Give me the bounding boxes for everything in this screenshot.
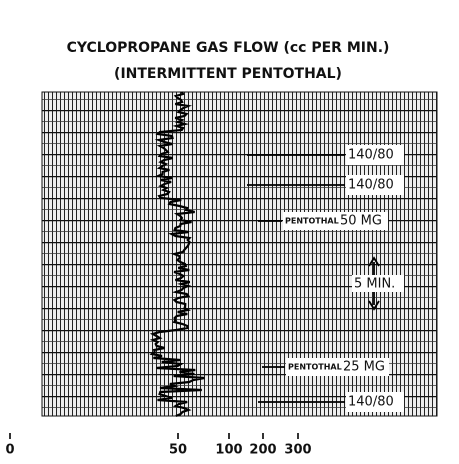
drug-label: PENTOTHAL	[288, 363, 342, 372]
x-tick-label: 0	[5, 443, 14, 458]
flow-trace	[149, 91, 205, 418]
annotations: 140/80 140/80 PENTOTHAL 50 MG 5 MIN. PEN…	[283, 145, 404, 412]
title-line-1: CYCLOPROPANE GAS FLOW (cc PER MIN.)	[67, 40, 390, 56]
bp-label: 140/80	[348, 148, 394, 163]
interval-label: 5 MIN.	[354, 277, 395, 292]
dose-label: 50 MG	[340, 214, 382, 229]
x-axis: 0 50 100 200 300	[5, 433, 312, 458]
dose-label: 25 MG	[343, 360, 385, 375]
title-line-2: (INTERMITTENT PENTOTHAL)	[114, 66, 342, 82]
bp-label: 140/80	[348, 395, 394, 410]
drug-label: PENTOTHAL	[285, 217, 339, 226]
x-tick-label: 300	[284, 443, 311, 458]
x-tick-label: 50	[169, 443, 187, 458]
bp-label: 140/80	[348, 178, 394, 193]
x-tick-label: 100	[215, 443, 242, 458]
annotation-lines	[247, 154, 380, 403]
x-tick-label: 200	[249, 443, 276, 458]
